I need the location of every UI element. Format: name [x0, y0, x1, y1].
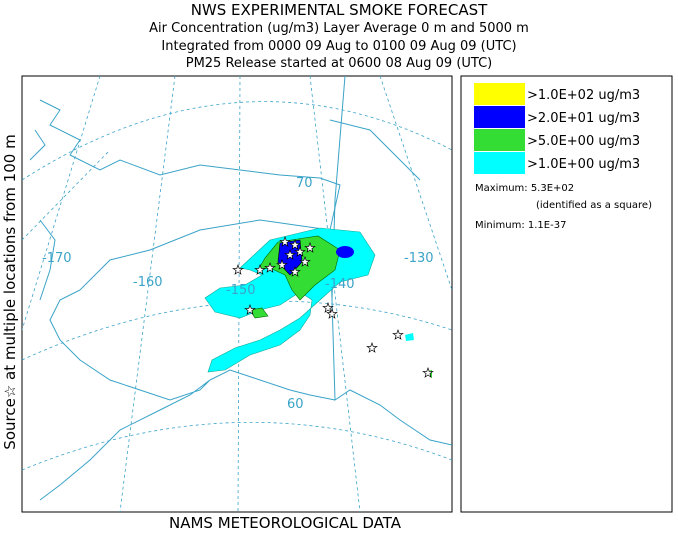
legend-label: >2.0E+01 ug/m3	[527, 111, 640, 126]
latitude-label: 70	[296, 176, 313, 191]
legend-label: >1.0E+00 ug/m3	[527, 157, 640, 172]
legend-swatch	[474, 83, 525, 105]
longitude-label: -150	[226, 283, 256, 298]
subtitle: Integrated from 0000 09 Aug to 0100 09 A…	[161, 39, 516, 54]
side-label: Source☆ at multiple locations from 100 m	[1, 134, 19, 449]
legend-label: >5.0E+00 ug/m3	[527, 134, 640, 149]
longitude-label: -170	[42, 251, 72, 266]
subtitle: PM25 Release started at 0600 08 Aug 09 (…	[186, 56, 493, 71]
graticule	[22, 76, 452, 512]
maximum: Maximum: 5.3E+02	[475, 183, 574, 194]
latitude-label: 60	[287, 397, 304, 412]
maximum-note: (identified as a square)	[536, 200, 652, 211]
legend-label: >1.0E+02 ug/m3	[527, 88, 640, 103]
legend-swatch	[474, 129, 525, 151]
longitude-label: -130	[404, 251, 434, 266]
legend-swatch	[474, 106, 525, 128]
map: -170 -160 -150 -140 -130 70 60	[21, 75, 453, 513]
subtitle: Air Concentration (ug/m3) Layer Average …	[149, 21, 529, 36]
longitude-label: -140	[325, 277, 355, 292]
minimum: Minimum: 1.1E-37	[475, 220, 566, 231]
title: NWS EXPERIMENTAL SMOKE FORECAST	[191, 1, 488, 19]
longitude-label: -160	[133, 275, 163, 290]
legend-swatch	[474, 152, 525, 174]
footer: NAMS METEOROLOGICAL DATA	[169, 514, 402, 532]
legend: Maximum: 5.3E+02 (identified as a square…	[460, 75, 673, 513]
